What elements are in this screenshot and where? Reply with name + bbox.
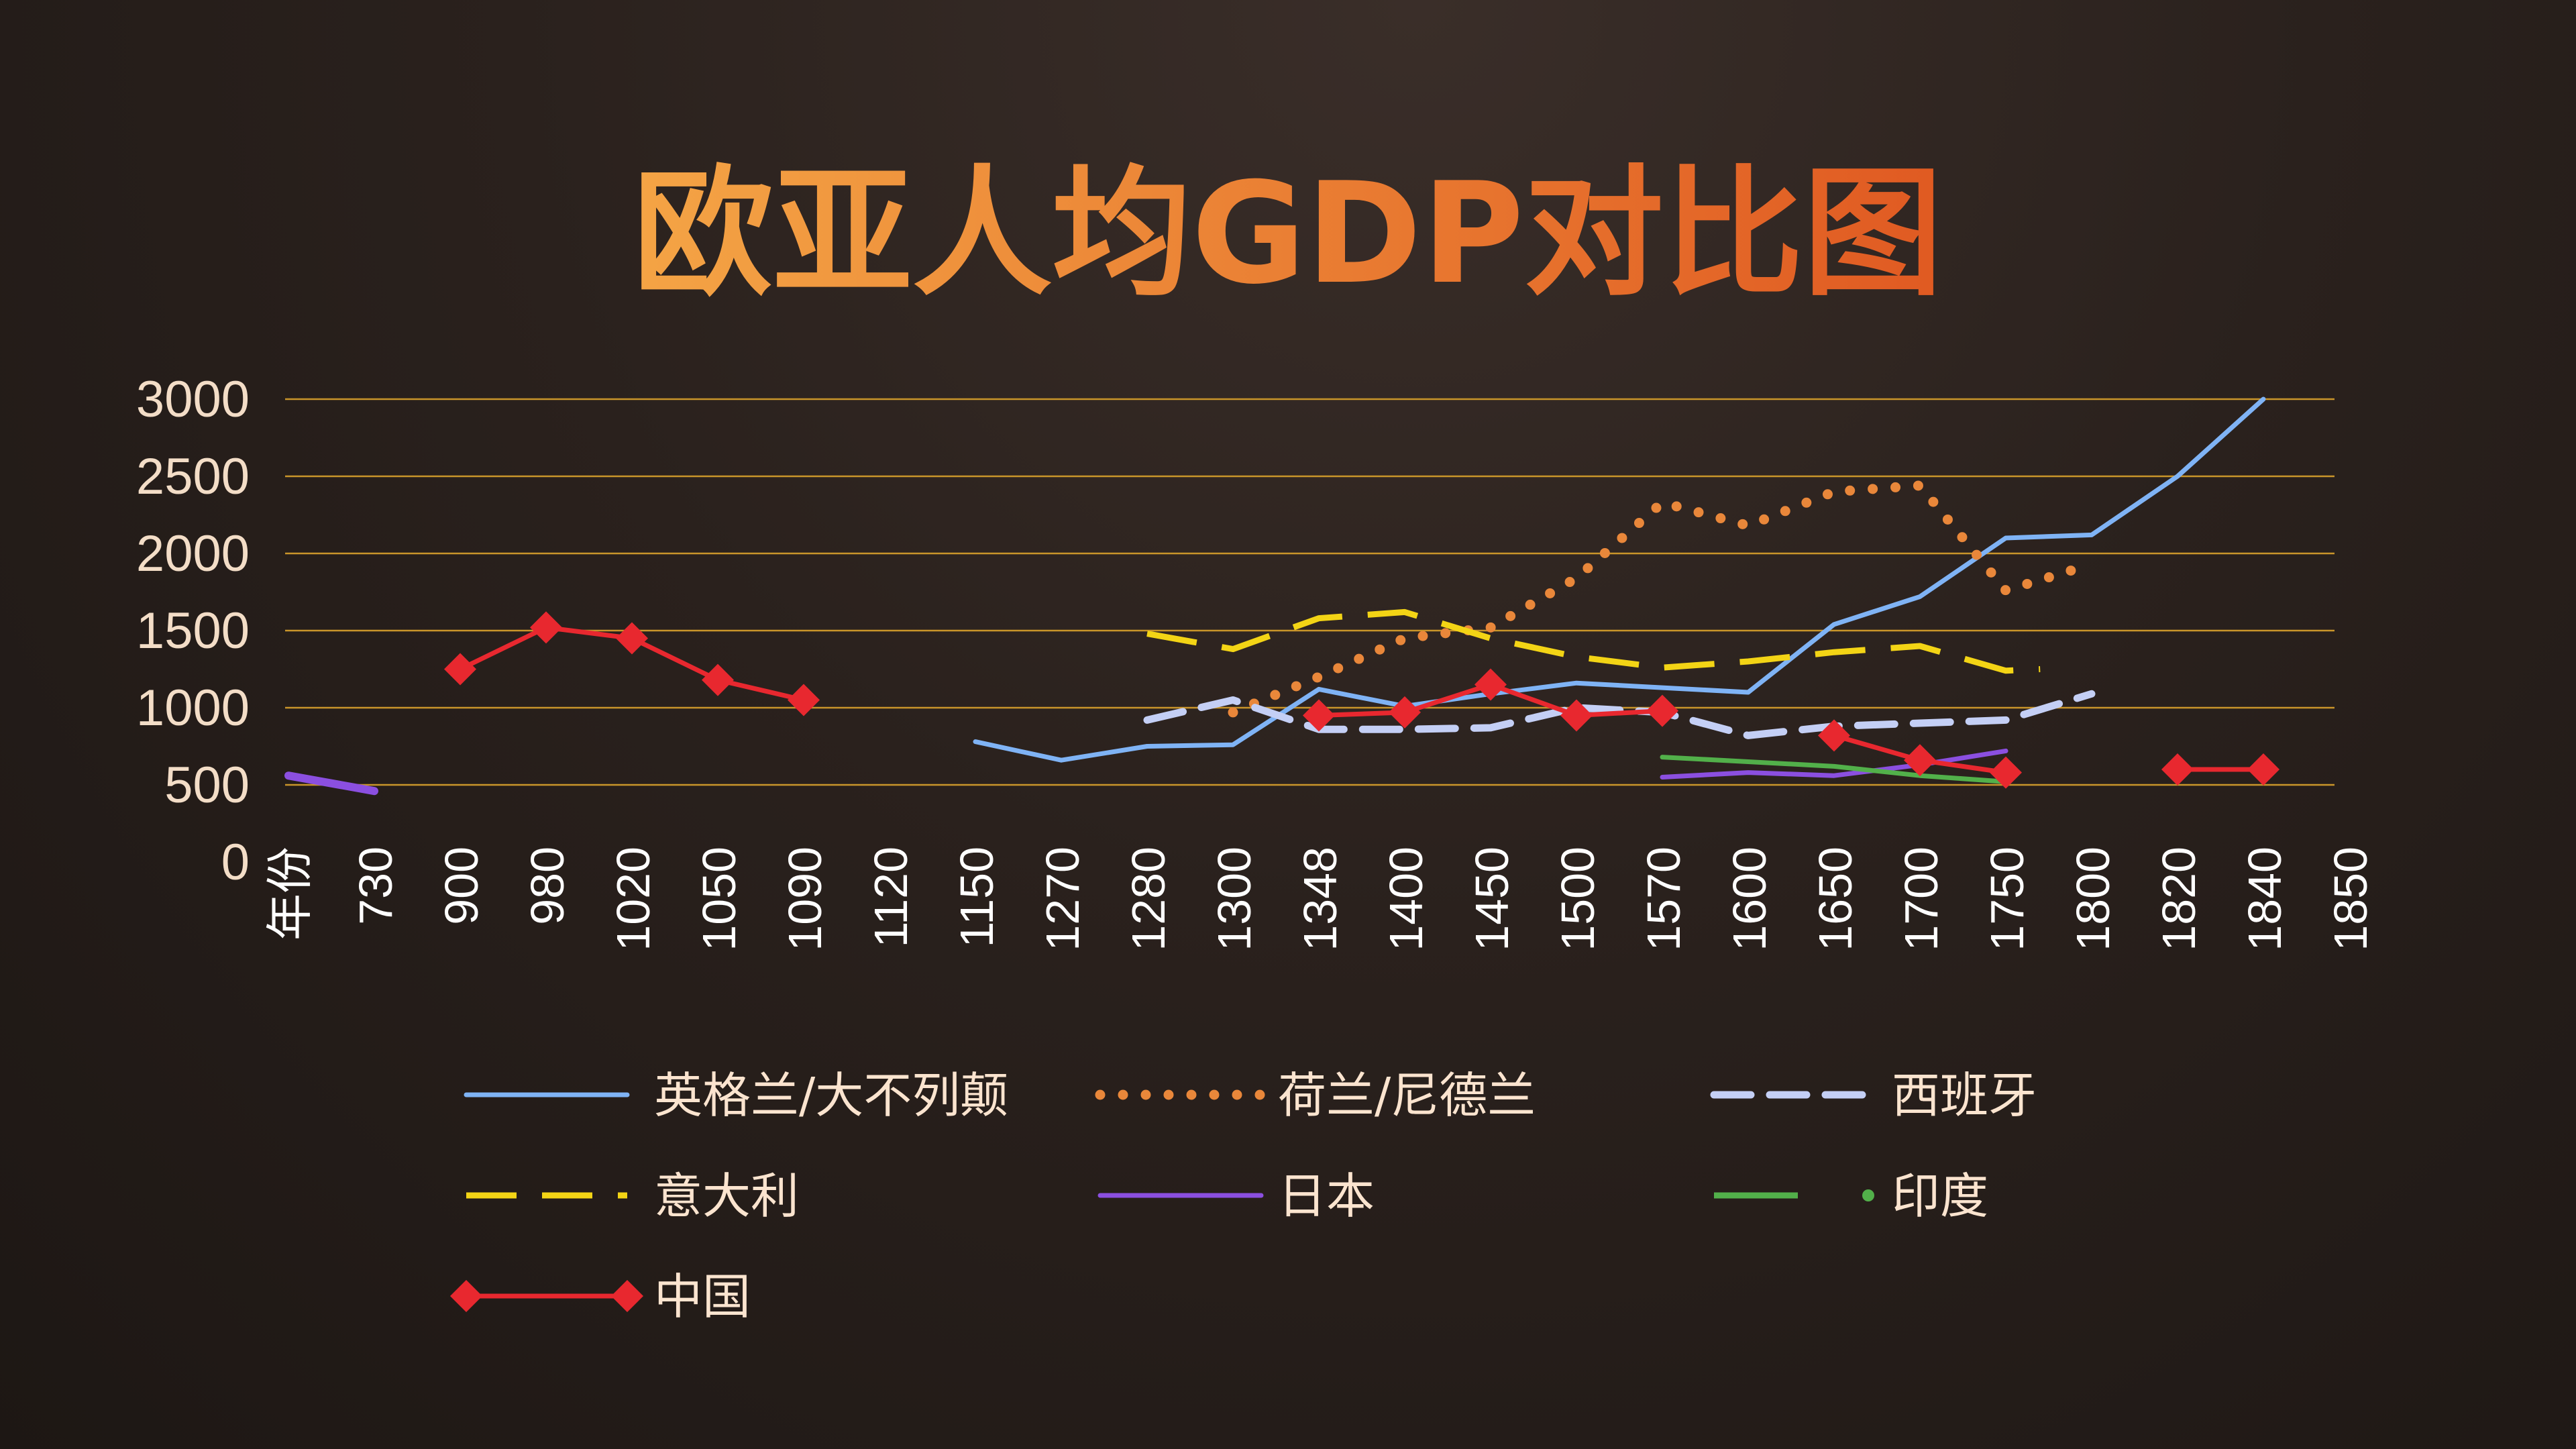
series-spain (1143, 690, 2096, 739)
x-tick-label: 1600 (1723, 847, 1776, 951)
legend-label: 日本 (1278, 1168, 1375, 1224)
x-tick-label: 1570 (1638, 847, 1690, 951)
x-tick-label: 1270 (1036, 847, 1089, 951)
x-tick-label: 1050 (693, 847, 745, 951)
x-tick-label: 1280 (1122, 847, 1175, 951)
series-line-netherlands (1228, 480, 2097, 718)
x-tick-label: 1020 (607, 847, 659, 951)
y-tick-label: 1000 (136, 680, 250, 737)
data-point-china_mid (1474, 668, 1507, 701)
legend-label: 西班牙 (1892, 1067, 2037, 1124)
x-tick-label: 730 (350, 847, 402, 925)
y-tick-label: 0 (221, 834, 250, 891)
legend-marker (450, 1280, 482, 1312)
data-point-china_late (1990, 756, 2022, 789)
series-china (444, 611, 820, 716)
data-point-china_mid (1646, 694, 1678, 727)
series-italy (1146, 608, 2041, 674)
x-tick-label: 1840 (2239, 847, 2291, 951)
legend-item-spain: 西班牙 (1710, 1067, 2037, 1124)
series-line-england (973, 396, 2266, 763)
y-tick-label: 500 (164, 757, 250, 814)
series-china_mid (1303, 668, 1678, 732)
x-tick-label: 1090 (779, 847, 831, 951)
x-tick-label: 1750 (1981, 847, 2033, 951)
x-tick-label: 1348 (1294, 847, 1346, 951)
data-point-china (616, 622, 648, 655)
data-point-china_qing (2247, 753, 2279, 786)
series-line-italy (1146, 608, 2041, 674)
legend-item-netherlands: 荷兰/尼德兰 (1095, 1067, 1536, 1124)
legend-label: 荷兰/尼德兰 (1278, 1067, 1536, 1124)
data-point-china (444, 653, 476, 686)
x-tick-label: 1820 (2153, 847, 2205, 951)
x-axis-ticks: 年份 730 900 980 1020 1050 1090 1120 1150 1270 1280 1… (264, 847, 2377, 951)
x-tick-label: 900 (435, 847, 488, 925)
series-india (1660, 755, 2008, 784)
y-tick-label: 2000 (136, 525, 250, 582)
legend-item-italy: 意大利 (466, 1168, 799, 1224)
x-tick-label: 1700 (1895, 847, 1947, 951)
legend-item-japan: 日本 (1097, 1168, 1375, 1224)
x-tick-label: 1850 (2324, 847, 2377, 951)
x-tick-label: 980 (521, 847, 574, 925)
x-tick-label: 1500 (1552, 847, 1604, 951)
legend-label: 英格兰/大不列颠 (654, 1067, 1008, 1124)
legend-label: 意大利 (654, 1168, 799, 1224)
legend-item-china: 中国 (450, 1269, 751, 1325)
series-line-japan_late (1660, 748, 2008, 780)
series-china_qing (2161, 753, 2279, 786)
series-netherlands (1228, 480, 2097, 718)
series-line-india (1660, 755, 2008, 784)
data-point-china (788, 684, 820, 716)
data-point-china_late (1904, 744, 1936, 777)
data-point-china_mid (1560, 699, 1593, 732)
legend-marker (611, 1280, 643, 1312)
x-tick-label: 1400 (1380, 847, 1432, 951)
x-tick-label: 年份 (264, 847, 316, 941)
series-china_late (1818, 719, 2022, 789)
y-tick-label: 3000 (136, 371, 250, 428)
series-line-japan (284, 771, 378, 796)
series-layer (284, 396, 2279, 796)
legend-label: 印度 (1892, 1168, 1988, 1224)
series-line-spain (1143, 690, 2096, 739)
x-tick-label: 1150 (951, 847, 1003, 948)
x-tick-label: 1650 (1809, 847, 1862, 951)
data-point-china (530, 611, 562, 644)
data-point-china_late (1818, 719, 1850, 752)
y-tick-label: 2500 (136, 448, 250, 505)
x-tick-label: 1800 (2067, 847, 2119, 951)
data-point-china_qing (2161, 753, 2194, 786)
x-tick-label: 1120 (865, 847, 917, 948)
chart-title: 欧亚人均GDP对比图 (633, 153, 1943, 315)
legend-label: 中国 (654, 1269, 751, 1325)
y-axis-ticks: 0 500 1000 1500 2000 2500 3000 (136, 371, 250, 891)
x-tick-label: 1450 (1466, 847, 1518, 951)
legend-swatch-dot (1862, 1189, 1874, 1201)
legend-item-india: 印度 (1714, 1168, 1988, 1224)
series-japan (284, 771, 378, 796)
data-point-china (702, 663, 734, 696)
data-point-china_mid (1389, 696, 1421, 729)
data-point-china_mid (1303, 699, 1335, 732)
y-tick-label: 1500 (136, 602, 250, 659)
series-japan_late (1660, 748, 2008, 780)
x-tick-label: 1300 (1208, 847, 1260, 951)
series-england (973, 396, 2266, 763)
legend-item-england: 英格兰/大不列颠 (464, 1067, 1008, 1124)
